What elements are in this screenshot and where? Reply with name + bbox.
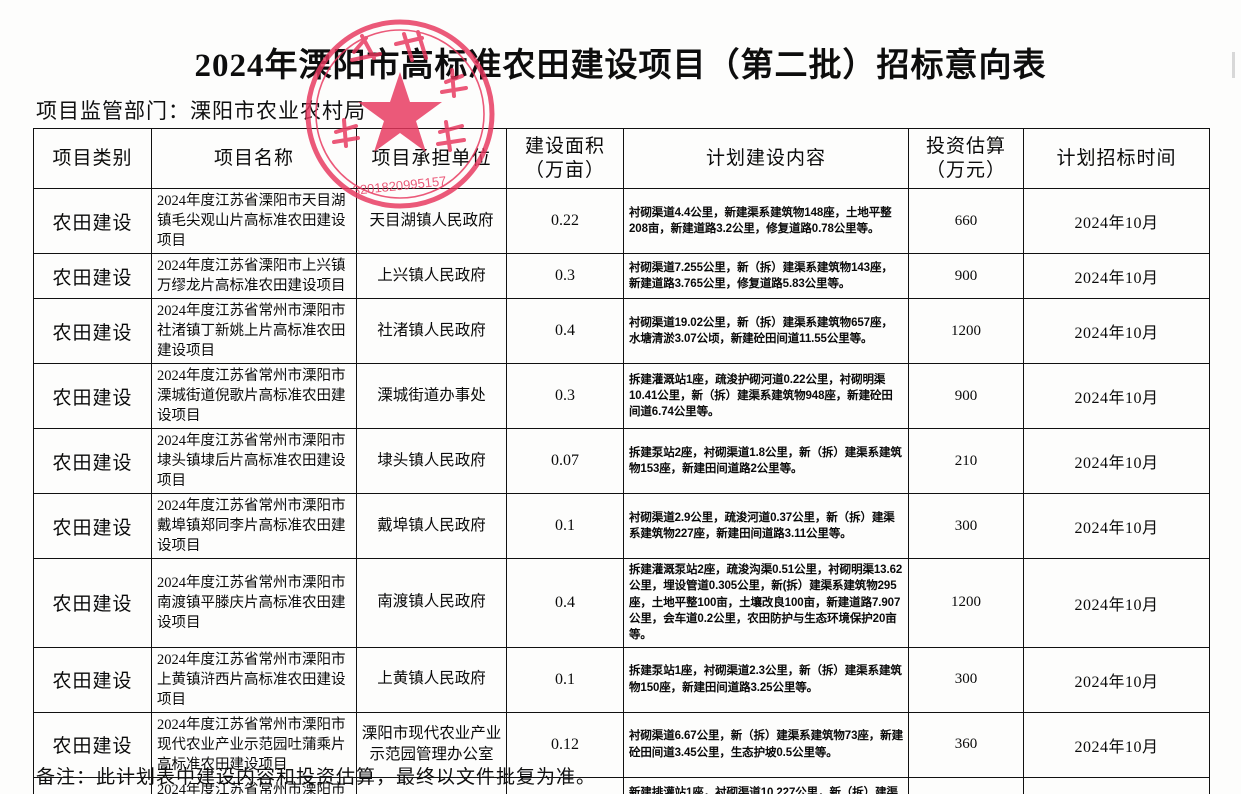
header-category: 项目类别: [33, 128, 152, 189]
cell-planned-content: 衬砌渠道19.02公里，新（拆）建渠系建筑物657座，水塘清淤3.07公顷，新建…: [623, 298, 909, 364]
cell-bid-time: 2024年10月: [1023, 711, 1210, 778]
table-row: 农田建设2024年度江苏省常州市溧阳市昆仑街道杨庄片高标准农田建设项目昆仑街道办…: [33, 776, 1210, 794]
table-row: 农田建设 2024年度江苏省溧阳市天目湖镇毛尖观山片高标准农田建设项目 天目湖镇人民…: [33, 188, 1210, 254]
cell-construction-area: 0.4: [506, 298, 624, 364]
cell-bid-time: 2024年10月: [1023, 253, 1210, 299]
cell-planned-content: 衬砌渠道6.67公里，新（拆）建渠系建筑物73座，新建砼田间道3.45公里，生态…: [623, 711, 909, 778]
cell-bid-time: 2024年10月: [1023, 646, 1210, 713]
table-row: 农田建设 2024年度江苏省常州市溧阳市埭头镇埭后片高标准农田建设项目 埭头镇人民政…: [33, 428, 1210, 494]
cell-investment: 660: [908, 188, 1024, 254]
table-row: 农田建设 2024年度江苏省常州市溧阳市戴埠镇郑同李片高标准农田建设项目 戴埠镇人民…: [33, 493, 1210, 559]
cell-bid-time: 2024年10月: [1023, 188, 1210, 254]
header-planned-bid-time: 计划招标时间: [1023, 128, 1210, 189]
cell-investment: 600: [908, 776, 1024, 794]
cell-project-name: 2024年度江苏省常州市溧阳市昆仑街道杨庄片高标准农田建设项目: [151, 776, 357, 794]
cell-planned-content: 衬砌渠道7.255公里，新（拆）建渠系建筑物143座，新建道路3.765公里，修…: [623, 253, 909, 299]
cell-project-name: 2024年度江苏省常州市溧阳市上黄镇浒西片高标准农田建设项目: [151, 646, 357, 713]
header-invest-line2: （万元）: [925, 159, 1006, 181]
bid-intention-table: 项目类别 项目名称 项目承担单位 建设面积 （万亩） 计划建设内容 投资估算 （…: [33, 128, 1210, 794]
cell-planned-content: 拆建泵站1座，衬砌渠道2.3公里，新（拆）建渠系建筑物150座，新建田间道路3.…: [623, 646, 909, 713]
remarks-note: 备注：此计划表中建设内容和投资估算，最终以文件批复为准。: [36, 767, 597, 788]
cell-investment: 1200: [908, 558, 1024, 648]
cell-bid-time: 2024年10月: [1023, 558, 1210, 648]
header-area-line2: （万亩）: [524, 159, 605, 181]
header-planned-content: 计划建设内容: [623, 128, 909, 189]
cell-planned-content: 拆建灌溉站1座，疏浚护砌河道0.22公里，衬砌明渠10.41公里，新（拆）建渠系…: [623, 363, 909, 429]
cell-investment: 300: [908, 646, 1024, 713]
cell-project-name: 2024年度江苏省溧阳市天目湖镇毛尖观山片高标准农田建设项目: [151, 188, 357, 254]
cell-project-name: 2024年度江苏省溧阳市上兴镇万缪龙片高标准农田建设项目: [151, 253, 357, 299]
table-row: 农田建设 2024年度江苏省溧阳市上兴镇万缪龙片高标准农田建设项目 上兴镇人民政府 0…: [33, 253, 1210, 299]
header-investment-estimate: 投资估算 （万元）: [908, 128, 1024, 189]
cell-construction-area: 0.22: [506, 188, 624, 254]
cell-undertaking-unit: 上黄镇人民政府: [356, 646, 507, 713]
table-row: 农田建设 2024年度江苏省常州市溧阳市溧城街道倪歌片高标准农田建设项目 溧城街道办…: [33, 363, 1210, 429]
page-edge-mark: [1232, 52, 1235, 78]
header-undertaking-unit: 项目承担单位: [356, 128, 507, 189]
header-area-line1: 建设面积: [524, 136, 605, 158]
cell-project-name: 2024年度江苏省常州市溧阳市埭头镇埭后片高标准农田建设项目: [151, 428, 357, 494]
cell-investment: 300: [908, 493, 1024, 559]
cell-undertaking-unit: 南渡镇人民政府: [356, 558, 507, 648]
cell-category: 农田建设: [33, 428, 152, 494]
cell-bid-time: 2024年10月: [1023, 776, 1210, 794]
cell-category: 农田建设: [33, 558, 152, 648]
table-header-row: 项目类别 项目名称 项目承担单位 建设面积 （万亩） 计划建设内容 投资估算 （…: [33, 128, 1210, 189]
header-construction-area: 建设面积 （万亩）: [506, 128, 624, 189]
cell-undertaking-unit: 溧城街道办事处: [356, 363, 507, 429]
cell-category: 农田建设: [33, 253, 152, 299]
header-invest-line1: 投资估算: [925, 136, 1006, 158]
cell-construction-area: 0.1: [506, 493, 624, 559]
cell-category: 农田建设: [33, 298, 152, 364]
cell-construction-area: 0.4: [506, 558, 624, 648]
cell-category: 农田建设: [33, 646, 152, 713]
cell-construction-area: 0.07: [506, 428, 624, 494]
cell-undertaking-unit: 天目湖镇人民政府: [356, 188, 507, 254]
cell-project-name: 2024年度江苏省常州市溧阳市现代农业产业示范园吐蒲乘片高标准农田建设项目: [151, 711, 357, 778]
cell-project-name: 2024年度江苏省常州市溧阳市社渚镇丁新姚上片高标准农田建设项目: [151, 298, 357, 364]
cell-investment: 900: [908, 363, 1024, 429]
cell-category: 农田建设: [33, 363, 152, 429]
cell-construction-area: 0.1: [506, 646, 624, 713]
cell-planned-content: 衬砌渠道4.4公里，新建渠系建筑物148座，土地平整208亩，新建道路3.2公里…: [623, 188, 909, 254]
page-title: 2024年溧阳市高标准农田建设项目（第二批）招标意向表: [194, 48, 1047, 84]
cell-bid-time: 2024年10月: [1023, 493, 1210, 559]
cell-bid-time: 2024年10月: [1023, 428, 1210, 494]
supervising-department-line: 项目监管部门：溧阳市农业农村局: [36, 99, 366, 123]
table-row: 农田建设 2024年度江苏省常州市溧阳市南渡镇平滕庆片高标准农田建设项目 南渡镇人民…: [33, 558, 1210, 648]
cell-investment: 360: [908, 711, 1024, 778]
cell-project-name: 2024年度江苏省常州市溧阳市溧城街道倪歌片高标准农田建设项目: [151, 363, 357, 429]
cell-investment: 210: [908, 428, 1024, 494]
cell-undertaking-unit: 戴埠镇人民政府: [356, 493, 507, 559]
table-row: 农田建设 2024年度江苏省常州市溧阳市上黄镇浒西片高标准农田建设项目 上黄镇人民政…: [33, 646, 1210, 713]
cell-investment: 1200: [908, 298, 1024, 364]
cell-category: 农田建设: [33, 493, 152, 559]
cell-planned-content: 衬砌渠道2.9公里，疏浚河道0.37公里，新（拆）建渠系建筑物227座，新建田间…: [623, 493, 909, 559]
cell-planned-content: 拆建泵站2座，衬砌渠道1.8公里，新（拆）建渠系建筑物153座，新建田间道路2公…: [623, 428, 909, 494]
cell-undertaking-unit: 上兴镇人民政府: [356, 253, 507, 299]
header-project-name: 项目名称: [151, 128, 357, 189]
cell-category: 农田建设: [33, 188, 152, 254]
cell-undertaking-unit: 社渚镇人民政府: [356, 298, 507, 364]
cell-planned-content: 新建排灌站1座，衬砌渠道10.227公里，新（拆）建渠系建筑物125座，沟道治理…: [623, 776, 909, 794]
cell-construction-area: 0.3: [506, 253, 624, 299]
bid-intention-table-wrapper: 项目类别 项目名称 项目承担单位 建设面积 （万亩） 计划建设内容 投资估算 （…: [33, 128, 1210, 794]
cell-investment: 900: [908, 253, 1024, 299]
cell-construction-area: 0.3: [506, 363, 624, 429]
cell-project-name: 2024年度江苏省常州市溧阳市戴埠镇郑同李片高标准农田建设项目: [151, 493, 357, 559]
cell-planned-content: 拆建灌溉泵站2座，疏浚沟渠0.51公里，衬砌明渠13.62公里，埋设管道0.30…: [623, 558, 909, 648]
cell-project-name: 2024年度江苏省常州市溧阳市南渡镇平滕庆片高标准农田建设项目: [151, 558, 357, 648]
cell-bid-time: 2024年10月: [1023, 298, 1210, 364]
cell-undertaking-unit: 溧阳市现代农业产业示范园管理办公室: [356, 711, 507, 778]
table-row: 农田建设 2024年度江苏省常州市溧阳市社渚镇丁新姚上片高标准农田建设项目 社渚镇人…: [33, 298, 1210, 364]
table-body: 农田建设 2024年度江苏省溧阳市天目湖镇毛尖观山片高标准农田建设项目 天目湖镇人民…: [33, 188, 1210, 794]
cell-bid-time: 2024年10月: [1023, 363, 1210, 429]
cell-undertaking-unit: 埭头镇人民政府: [356, 428, 507, 494]
table-row: 农田建设 2024年度江苏省常州市溧阳市现代农业产业示范园吐蒲乘片高标准农田建设项…: [33, 711, 1210, 778]
